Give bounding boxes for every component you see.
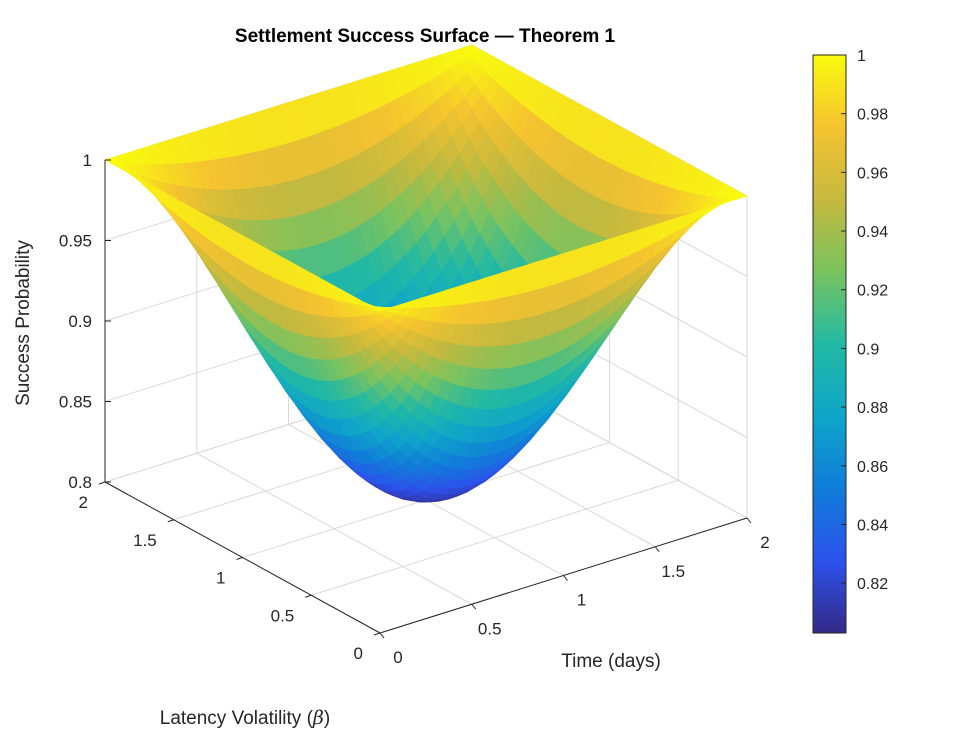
y-tick-label: 1 xyxy=(216,569,225,588)
colorbar-ticks: 0.82 0.84 0.86 0.88 0.9 0.92 0.94 0.96 0.98 1 xyxy=(841,48,888,593)
z-axis-label: Success Probability xyxy=(13,240,34,406)
z-tick-label: 0.95 xyxy=(59,232,92,251)
z-tick-label: 1 xyxy=(83,151,92,170)
colorbar-tick-label: 0.84 xyxy=(857,517,888,534)
colorbar-tick-label: 0.96 xyxy=(857,165,888,182)
colorbar-tick-label: 0.9 xyxy=(857,341,879,358)
chart-title: Settlement Success Surface — Theorem 1 xyxy=(235,26,616,47)
colorbar-tick-label: 0.86 xyxy=(857,459,888,476)
x-tick-label: 2 xyxy=(760,533,769,552)
y-axis-label: Latency Volatility (β) xyxy=(160,707,330,729)
y-tick-label: 1.5 xyxy=(133,531,157,550)
colorbar-tick-label: 0.98 xyxy=(857,107,888,124)
x-tick-label: 1 xyxy=(577,591,586,610)
colorbar xyxy=(812,54,847,634)
colorbar-tick-label: 0.82 xyxy=(857,576,888,593)
z-tick-label: 0.8 xyxy=(68,473,92,492)
z-tick-label: 0.9 xyxy=(68,312,92,331)
x-tick-label: 0 xyxy=(393,648,402,667)
y-tick-label: 2 xyxy=(79,493,88,512)
y-tick-label: 0.5 xyxy=(271,606,295,625)
colorbar-tick-label: 0.88 xyxy=(857,400,888,417)
x-tick-label: 0.5 xyxy=(478,619,502,638)
surface-plot xyxy=(104,44,748,503)
z-tick-label: 0.85 xyxy=(59,393,92,412)
surface-patch xyxy=(372,306,391,312)
colorbar-tick-label: 0.94 xyxy=(857,224,888,241)
x-tick-label: 1.5 xyxy=(661,562,685,581)
x-axis-label: Time (days) xyxy=(561,651,661,672)
colorbar-tick-label: 1 xyxy=(857,48,866,65)
colorbar-tick-label: 0.92 xyxy=(857,283,888,300)
y-tick-label: 0 xyxy=(354,644,363,663)
